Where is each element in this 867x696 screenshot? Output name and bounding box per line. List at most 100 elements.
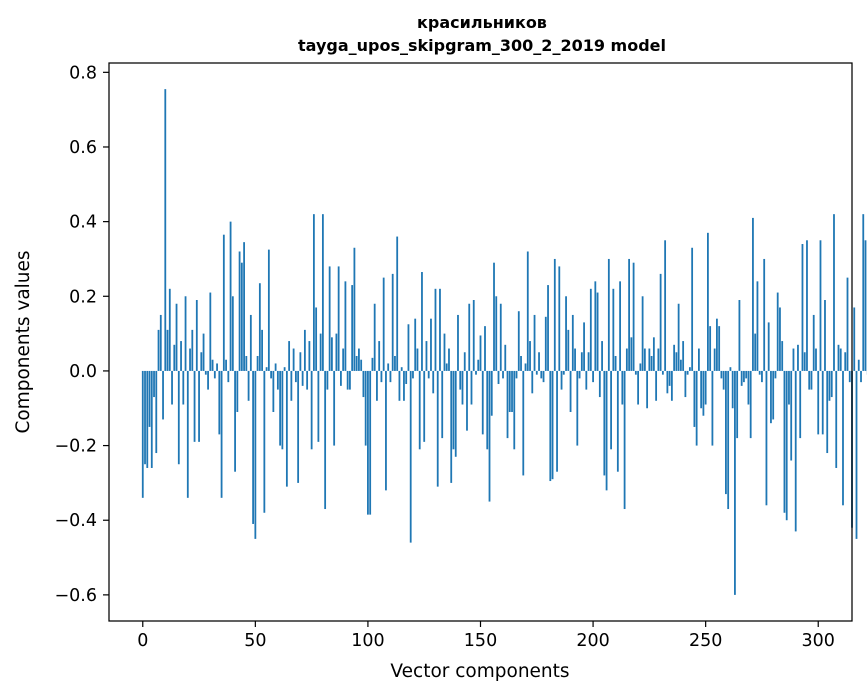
bar-274 [758, 370, 761, 375]
bar-46 [245, 356, 248, 371]
bar-203 [598, 370, 601, 398]
bar-52 [258, 283, 261, 371]
bar-150 [479, 335, 482, 371]
bar-133 [441, 370, 444, 439]
bar-115 [400, 367, 403, 371]
bar-229 [657, 348, 660, 371]
bar-250 [704, 370, 707, 405]
bar-193 [576, 370, 579, 446]
bar-228 [655, 370, 658, 401]
y-tick-label: 0.2 [69, 287, 97, 307]
y-axis-ticks: −0.6 −0.4 −0.2 0.0 0.2 0.4 0.6 0.8 [55, 63, 109, 606]
bar-171 [526, 251, 529, 371]
bar-282 [776, 292, 779, 371]
bar-298 [812, 314, 815, 371]
bar-308 [835, 370, 838, 468]
bar-300 [817, 370, 820, 435]
bar-196 [583, 322, 585, 371]
bar-310 [839, 348, 842, 371]
bar-224 [646, 370, 649, 409]
bar-285 [783, 370, 786, 513]
bar-312 [844, 352, 847, 371]
bar-27 [202, 333, 205, 371]
bar-65 [288, 341, 291, 371]
bar-272 [754, 333, 757, 371]
bar-316 [853, 307, 856, 371]
bar-129 [432, 370, 435, 394]
y-tick-label: 0.8 [69, 63, 97, 83]
bar-269 [747, 370, 750, 405]
bar-40 [231, 296, 234, 371]
bar-149 [477, 359, 480, 371]
bar-114 [398, 370, 401, 401]
bar-290 [794, 370, 797, 532]
bar-251 [707, 232, 709, 371]
bar-136 [448, 348, 450, 371]
bar-76 [312, 214, 315, 371]
bar-152 [484, 326, 486, 371]
bar-72 [303, 329, 306, 371]
bar-81 [324, 370, 327, 510]
bar-276 [763, 258, 766, 371]
bar-77 [315, 307, 318, 371]
bar-117 [405, 370, 408, 384]
bar-287 [788, 370, 790, 405]
bar-45 [243, 242, 245, 371]
bar-67 [292, 348, 295, 371]
bar-91 [346, 370, 349, 390]
bar-277 [765, 370, 768, 506]
bar-5 [153, 370, 155, 398]
bar-170 [524, 363, 527, 371]
bar-102 [371, 357, 374, 371]
bar-80 [321, 214, 324, 371]
bar-23 [193, 370, 196, 442]
bar-103 [373, 303, 376, 371]
bar-243 [688, 367, 691, 371]
bar-127 [427, 370, 430, 379]
bar-216 [628, 258, 630, 371]
bar-284 [781, 341, 784, 371]
bar-118 [407, 324, 410, 371]
bar-202 [596, 292, 599, 371]
bar-260 [727, 370, 730, 510]
bar-258 [722, 370, 725, 390]
bar-318 [857, 359, 860, 371]
bar-86 [335, 333, 338, 371]
bar-21 [189, 348, 191, 371]
bar-281 [774, 370, 777, 379]
bar-166 [515, 370, 518, 379]
bar-19 [184, 296, 187, 371]
bar-33 [216, 363, 218, 371]
bar-188 [565, 296, 567, 371]
bar-168 [520, 356, 522, 371]
bar-252 [709, 326, 712, 371]
bar-280 [772, 370, 775, 420]
bar-257 [720, 370, 723, 379]
bar-199 [589, 288, 592, 371]
bar-245 [693, 370, 696, 427]
bar-42 [236, 370, 239, 412]
bar-58 [272, 370, 275, 412]
bar-107 [382, 277, 385, 371]
bar-259 [725, 370, 727, 495]
bar-64 [285, 370, 288, 487]
bar-255 [716, 318, 718, 371]
bar-16 [177, 370, 180, 465]
bar-120 [412, 370, 414, 379]
bar-140 [457, 314, 459, 371]
y-tick-label: −0.6 [55, 586, 98, 606]
bar-85 [333, 370, 336, 446]
y-tick-label: 0.0 [69, 362, 97, 382]
y-tick-label: 0.4 [69, 213, 97, 233]
bar-271 [752, 217, 754, 371]
bar-12 [168, 288, 171, 371]
bar-56 [267, 249, 270, 371]
bar-187 [562, 370, 565, 375]
bar-3 [148, 370, 151, 427]
bar-54 [263, 370, 266, 513]
bar-205 [603, 370, 606, 476]
bar-256 [718, 326, 721, 371]
bar-167 [517, 311, 520, 371]
bar-132 [439, 288, 441, 371]
